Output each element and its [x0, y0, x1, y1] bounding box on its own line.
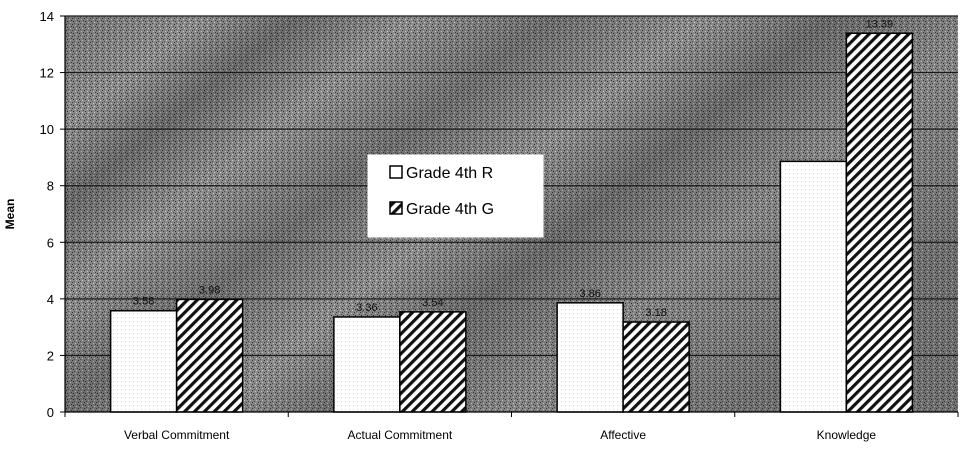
y-tick-label: 2 [47, 348, 54, 363]
y-tick-label: 10 [40, 122, 54, 137]
y-axis-label: Mean [3, 199, 17, 230]
x-tick-label: Verbal Commitment [124, 428, 230, 442]
data-labels: 3.58 3.98 3.36 3.54 3.86 3.18 13.39 [133, 18, 893, 319]
bars [109, 32, 914, 413]
legend: Grade 4th R Grade 4th G [367, 154, 544, 238]
bar-grade-4th-r [333, 316, 401, 413]
data-label: 13.39 [866, 18, 894, 30]
y-tick-label: 4 [47, 292, 54, 307]
data-label: 3.36 [356, 302, 377, 314]
y-tick-label: 14 [40, 9, 54, 24]
x-tick-label: Knowledge [817, 428, 877, 442]
data-label: 3.86 [579, 288, 600, 300]
legend-swatch [389, 165, 403, 179]
y-tick-label: 0 [47, 405, 54, 420]
x-tick-label: Affective [600, 428, 646, 442]
axes: 0 2 4 6 8 10 12 14 Mean Verbal Commitment Actual C… [3, 9, 959, 442]
bar-grade-4th-r [109, 309, 178, 413]
data-label: 3.18 [645, 307, 666, 319]
data-label: 3.58 [133, 296, 154, 308]
data-label: 3.98 [199, 284, 220, 296]
x-tick-label: Actual Commitment [348, 428, 453, 442]
bar-grade-4th-g [399, 311, 467, 413]
y-tick-label: 12 [40, 66, 54, 81]
bar-grade-4th-g [622, 321, 690, 413]
bar-grade-4th-r [779, 160, 848, 413]
legend-label: Grade 4th G [406, 201, 494, 218]
bar-grade-4th-g [845, 32, 914, 413]
legend-swatch [389, 201, 403, 215]
bar-grade-4th-g [175, 298, 244, 413]
y-tick-label: 8 [47, 179, 54, 194]
y-tick-label: 6 [47, 235, 54, 250]
data-label: 3.54 [422, 297, 443, 309]
bar-grade-4th-r [556, 302, 624, 413]
legend-label: Grade 4th R [406, 165, 493, 182]
